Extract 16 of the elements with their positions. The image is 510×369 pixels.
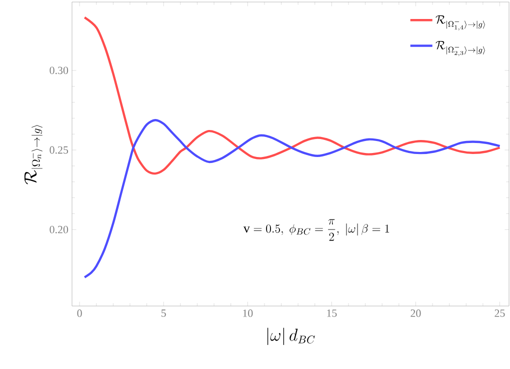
annotation: $\mathrm{v}=0.5,\ \phi_{BC}=\dfrac{\pi}{2},\ |\omega|\,\beta=1$ (243, 219, 390, 241)
x-tick-label: 15 (327, 310, 337, 317)
x-tick-label: 20 (410, 310, 421, 317)
x-axis-title: $|\omega|\, d_{BC}$ (267, 328, 315, 345)
x-tick-label: 5 (162, 310, 166, 317)
line-series (84, 118, 501, 278)
x-tick-label: 0 (77, 310, 82, 317)
line-series (84, 16, 501, 175)
y-tick-label: 0.20 (50, 226, 68, 234)
x-tick-label: 10 (243, 310, 253, 317)
y-axis-title: $\mathcal{R}_{|\Omega^{-}_{n}\rangle\to|g\rangle}$ (24, 125, 42, 184)
legend-label: $\mathcal{R}_{|\Omega^{-}_{1,4}\rangle\to|g\rangle}$ (436, 15, 485, 30)
legend-label: $\mathcal{R}_{|\Omega^{-}_{2,3}\rangle\to|g\rangle}$ (436, 40, 485, 56)
y-tick-label: 0.25 (50, 146, 68, 154)
y-tick-label: 0.30 (50, 66, 68, 74)
x-tick-label: 25 (494, 310, 505, 317)
